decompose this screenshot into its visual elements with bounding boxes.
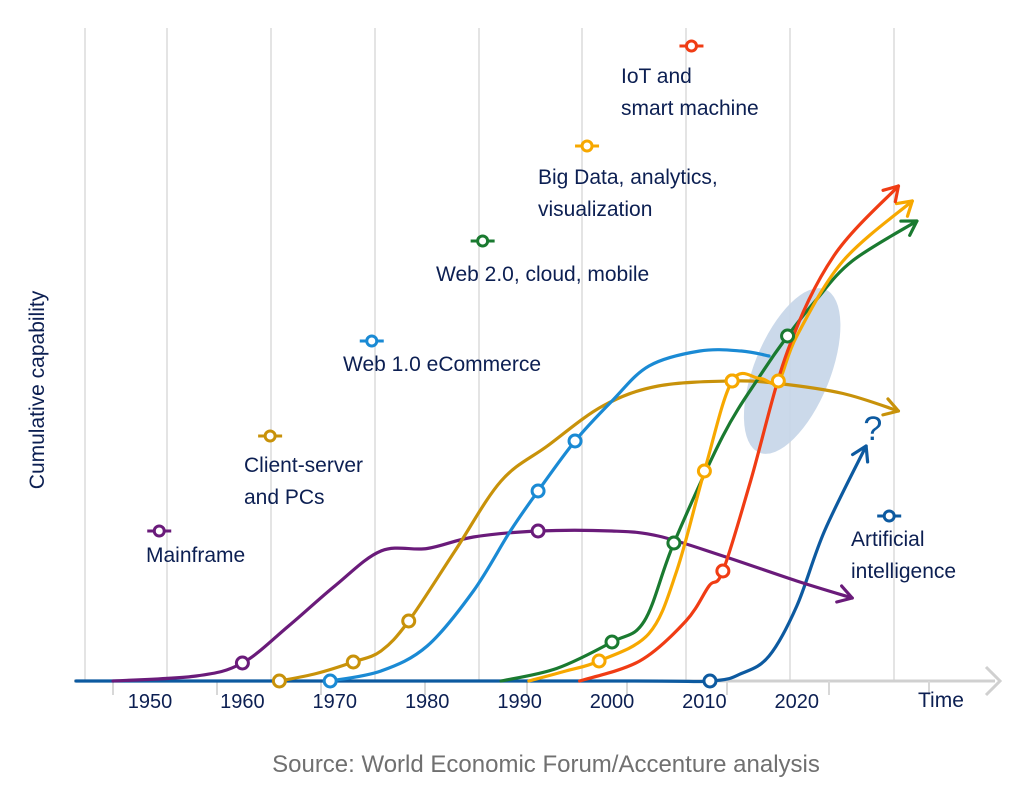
marker-big-data-analytics-visualization <box>770 373 786 389</box>
series-legend-labels: Mainframe Client-server and PCs Web 1.0 eCo… <box>146 39 956 583</box>
x-tick-label: 1980 <box>405 691 450 713</box>
series-markers <box>234 328 796 689</box>
marker-web-2-0-cloud-mobile <box>666 535 682 551</box>
marker-big-data-analytics-visualization <box>696 463 712 479</box>
x-tick-label: 1990 <box>497 691 542 713</box>
legend-key-marker <box>152 524 166 538</box>
convergence-ellipse <box>743 288 841 454</box>
legend-item-mainframe <box>147 524 172 538</box>
marker-client-server-and-pcs <box>401 613 417 629</box>
legend-key-marker <box>580 139 594 153</box>
marker-client-server-and-pcs <box>345 654 361 670</box>
gridlines <box>84 28 895 681</box>
legend-item-artificial-intelligence <box>877 509 902 523</box>
marker-big-data-analytics-visualization <box>724 373 740 389</box>
series-label-line: smart machine <box>621 97 759 120</box>
curve-web-1-0-ecommerce <box>328 348 771 683</box>
y-axis-title: Cumulative capability <box>26 290 49 489</box>
legend-item-client-server-and-pcs <box>258 429 283 443</box>
source-note: Source: World Economic Forum/Accenture a… <box>272 751 820 778</box>
marker-web-1-0-ecommerce <box>322 673 338 689</box>
series-label-line: Web 1.0 eCommerce <box>343 353 541 376</box>
series-label-artificial-intelligence: Artificial intelligence <box>851 528 956 583</box>
series-label-line: Web 2.0, cloud, mobile <box>436 263 649 286</box>
series-label-line: visualization <box>538 198 652 221</box>
arrowhead-web-2-0-cloud-mobile <box>899 219 919 237</box>
curve-artificial-intelligence <box>74 444 868 684</box>
marker-iot-and-smart-machine <box>715 563 731 579</box>
series-label-client-server-and-pcs: Client-server and PCs <box>244 454 363 509</box>
x-tick-label: 2020 <box>775 691 820 713</box>
legend-item-big-data-analytics-visualization <box>575 139 600 153</box>
curve-iot-and-smart-machine <box>578 184 901 683</box>
marker-big-data-analytics-visualization <box>591 653 607 669</box>
series-label-mainframe: Mainframe <box>146 544 245 567</box>
legend-key-marker <box>684 39 698 53</box>
legend-item-web-1-0-ecommerce <box>359 334 384 348</box>
arrowhead-mainframe <box>835 584 854 604</box>
arrowhead-artificial-intelligence <box>850 444 870 464</box>
question-mark-annotation: ? <box>863 410 882 448</box>
series-label-line: Artificial <box>851 528 925 551</box>
legend-item-iot-and-smart-machine <box>679 39 704 53</box>
legend-key-marker <box>882 509 896 523</box>
arrowhead-big-data-analytics-visualization <box>894 199 914 218</box>
marker-web-1-0-ecommerce <box>530 483 546 499</box>
marker-client-server-and-pcs <box>271 673 287 689</box>
series-label-line: Big Data, analytics, <box>538 166 718 189</box>
x-tick-label: 1970 <box>313 691 358 713</box>
marker-mainframe <box>530 523 546 539</box>
x-tick-label: 2000 <box>590 691 635 713</box>
series-label-line: Mainframe <box>146 544 245 567</box>
convergence-highlight <box>743 288 841 454</box>
series-label-big-data-analytics-visualization: Big Data, analytics, visualization <box>538 166 718 221</box>
series-label-line: IoT and <box>621 65 692 88</box>
marker-web-2-0-cloud-mobile <box>780 328 796 344</box>
legend-key-marker <box>263 429 277 443</box>
x-tick-label: 1950 <box>128 691 173 713</box>
series-label-web-1-0-ecommerce: Web 1.0 eCommerce <box>343 353 541 376</box>
x-tick-label: 1960 <box>220 691 265 713</box>
legend-item-web-2-0-cloud-mobile <box>470 234 495 248</box>
marker-web-2-0-cloud-mobile <box>604 634 620 650</box>
series-label-iot-and-smart-machine: IoT and smart machine <box>621 65 759 120</box>
x-tick-label: 2010 <box>682 691 727 713</box>
x-axis-arrowhead <box>984 665 1003 697</box>
x-axis-title: Time <box>918 689 964 712</box>
x-axis: 1950 1960 1970 1980 1990 2000 2010 2020 Time <box>74 665 1003 713</box>
marker-artificial-intelligence <box>702 673 718 689</box>
series-label-line: and PCs <box>244 486 325 509</box>
legend-key-marker <box>476 234 490 248</box>
series-label-web-2-0-cloud-mobile: Web 2.0, cloud, mobile <box>436 263 649 286</box>
marker-mainframe <box>234 655 250 671</box>
arrowhead-client-server-and-pcs <box>881 397 901 417</box>
series-label-line: Client-server <box>244 454 363 477</box>
legend-key-marker <box>365 334 379 348</box>
marker-web-1-0-ecommerce <box>567 433 583 449</box>
series-label-line: intelligence <box>851 560 956 583</box>
arrowhead-iot-and-smart-machine <box>881 184 901 204</box>
